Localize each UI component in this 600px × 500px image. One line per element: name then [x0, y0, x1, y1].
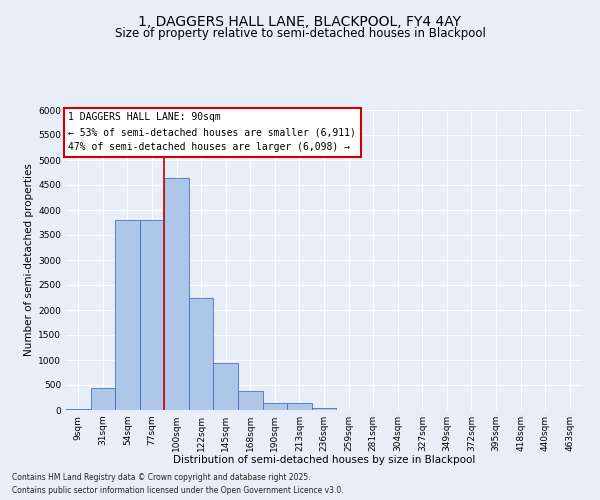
Text: 1 DAGGERS HALL LANE: 90sqm
← 53% of semi-detached houses are smaller (6,911)
47%: 1 DAGGERS HALL LANE: 90sqm ← 53% of semi…	[68, 112, 356, 152]
Bar	[263, 402, 287, 410]
Bar	[238, 391, 263, 410]
Bar	[140, 220, 164, 410]
Bar	[66, 409, 91, 410]
Bar	[164, 178, 189, 410]
Bar	[189, 298, 214, 410]
Bar	[115, 220, 140, 410]
Bar	[214, 362, 238, 410]
Bar	[312, 408, 336, 410]
Text: Contains HM Land Registry data © Crown copyright and database right 2025.: Contains HM Land Registry data © Crown c…	[12, 474, 311, 482]
Text: 1, DAGGERS HALL LANE, BLACKPOOL, FY4 4AY: 1, DAGGERS HALL LANE, BLACKPOOL, FY4 4AY	[139, 15, 461, 29]
Bar	[287, 402, 312, 410]
Y-axis label: Number of semi-detached properties: Number of semi-detached properties	[24, 164, 34, 356]
Text: Size of property relative to semi-detached houses in Blackpool: Size of property relative to semi-detach…	[115, 28, 485, 40]
Text: Contains public sector information licensed under the Open Government Licence v3: Contains public sector information licen…	[12, 486, 344, 495]
Bar	[91, 388, 115, 410]
X-axis label: Distribution of semi-detached houses by size in Blackpool: Distribution of semi-detached houses by …	[173, 456, 475, 466]
